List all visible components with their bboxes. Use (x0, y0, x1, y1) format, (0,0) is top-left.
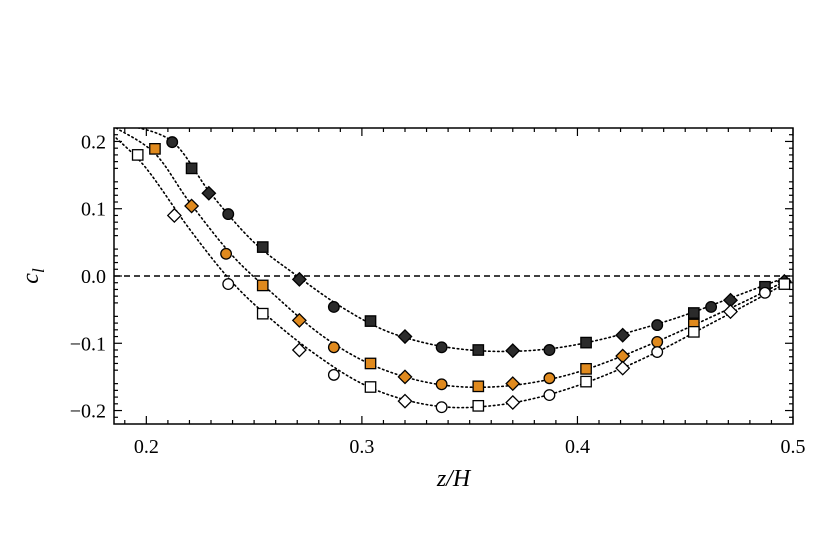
y-tick-label-1: −0.1 (70, 333, 106, 355)
marker-diamond-0-2 (201, 185, 217, 201)
marker-circle-1-11 (543, 372, 556, 385)
marker-square-2-0 (131, 149, 144, 161)
marker-diamond-1-10 (505, 376, 521, 392)
marker-diamond-0-8 (397, 329, 413, 345)
y-tick-label-3: 0.1 (81, 199, 106, 221)
marker-square-2-9 (472, 399, 485, 412)
marker-circle-0-9 (435, 341, 448, 354)
marker-circle-1-8 (435, 378, 448, 391)
marker-square-2-15 (687, 325, 700, 338)
marker-circle-0-3 (222, 208, 235, 221)
marker-circle-1-14 (651, 335, 664, 348)
marker-circle-2-14 (651, 346, 664, 358)
y-tick-label-0: −0.2 (70, 401, 106, 423)
marker-diamond-2-16 (722, 304, 739, 320)
data-markers (131, 136, 792, 414)
marker-square-1-3 (256, 279, 269, 292)
marker-square-0-4 (256, 241, 269, 253)
marker-diamond-2-10 (505, 394, 521, 410)
marker-diamond-0-11 (505, 343, 521, 359)
fit-curves (115, 128, 786, 409)
marker-square-0-1 (185, 162, 198, 175)
tick-labels: 0.2 0.3 0.4 0.5 −0.2 −0.1 0.0 0.1 0.2 (70, 131, 806, 458)
y-tick-label-4: 0.2 (81, 131, 106, 153)
y-axis-label-subscript: l (29, 268, 48, 273)
marker-square-0-13 (580, 336, 592, 349)
marker-square-2-18 (778, 278, 791, 290)
marker-square-1-0 (149, 143, 161, 155)
marker-circle-2-17 (759, 286, 771, 299)
marker-circle-2-11 (543, 389, 556, 402)
marker-square-2-6 (364, 381, 377, 393)
marker-diamond-2-1 (166, 207, 182, 223)
fit-curve-0 (135, 128, 786, 353)
marker-diamond-1-7 (397, 369, 413, 385)
plot-frame (113, 127, 794, 425)
y-axis-label-base: c (18, 273, 44, 284)
marker-diamond-1-1 (184, 198, 200, 214)
marker-diamond-2-4 (291, 342, 307, 358)
marker-square-1-6 (364, 357, 377, 370)
marker-diamond-2-7 (397, 393, 413, 409)
x-tick-label-0: 0.2 (134, 436, 159, 458)
marker-square-0-10 (472, 344, 485, 356)
marker-square-0-16 (687, 307, 700, 319)
marker-circle-1-2 (220, 247, 233, 260)
marker-square-1-9 (472, 380, 485, 393)
marker-diamond-0-14 (615, 327, 631, 343)
marker-circle-0-6 (327, 300, 340, 313)
marker-circle-2-8 (435, 401, 448, 414)
marker-circle-0-17 (705, 300, 718, 313)
x-axis-label: z/H (436, 466, 472, 492)
y-tick-label-2: 0.0 (81, 266, 106, 288)
marker-circle-0-0 (166, 136, 179, 149)
marker-diamond-0-5 (291, 271, 307, 287)
marker-square-0-7 (364, 315, 377, 327)
marker-square-2-12 (580, 375, 592, 388)
marker-circle-0-15 (651, 319, 664, 332)
marker-circle-2-5 (327, 368, 340, 381)
marker-square-1-12 (580, 362, 592, 375)
marker-circle-2-2 (222, 278, 235, 291)
marker-circle-0-12 (543, 344, 556, 356)
y-axis-label: cl (18, 268, 48, 284)
marker-diamond-2-13 (615, 360, 631, 376)
x-tick-label-2: 0.4 (565, 436, 590, 458)
fit-curve-1 (115, 128, 786, 389)
x-tick-label-1: 0.3 (349, 436, 374, 458)
marker-diamond-1-4 (291, 312, 307, 328)
fit-curve-2 (115, 137, 786, 409)
marker-circle-1-5 (327, 341, 340, 354)
marker-square-2-3 (256, 307, 269, 320)
x-tick-label-3: 0.5 (781, 436, 806, 458)
